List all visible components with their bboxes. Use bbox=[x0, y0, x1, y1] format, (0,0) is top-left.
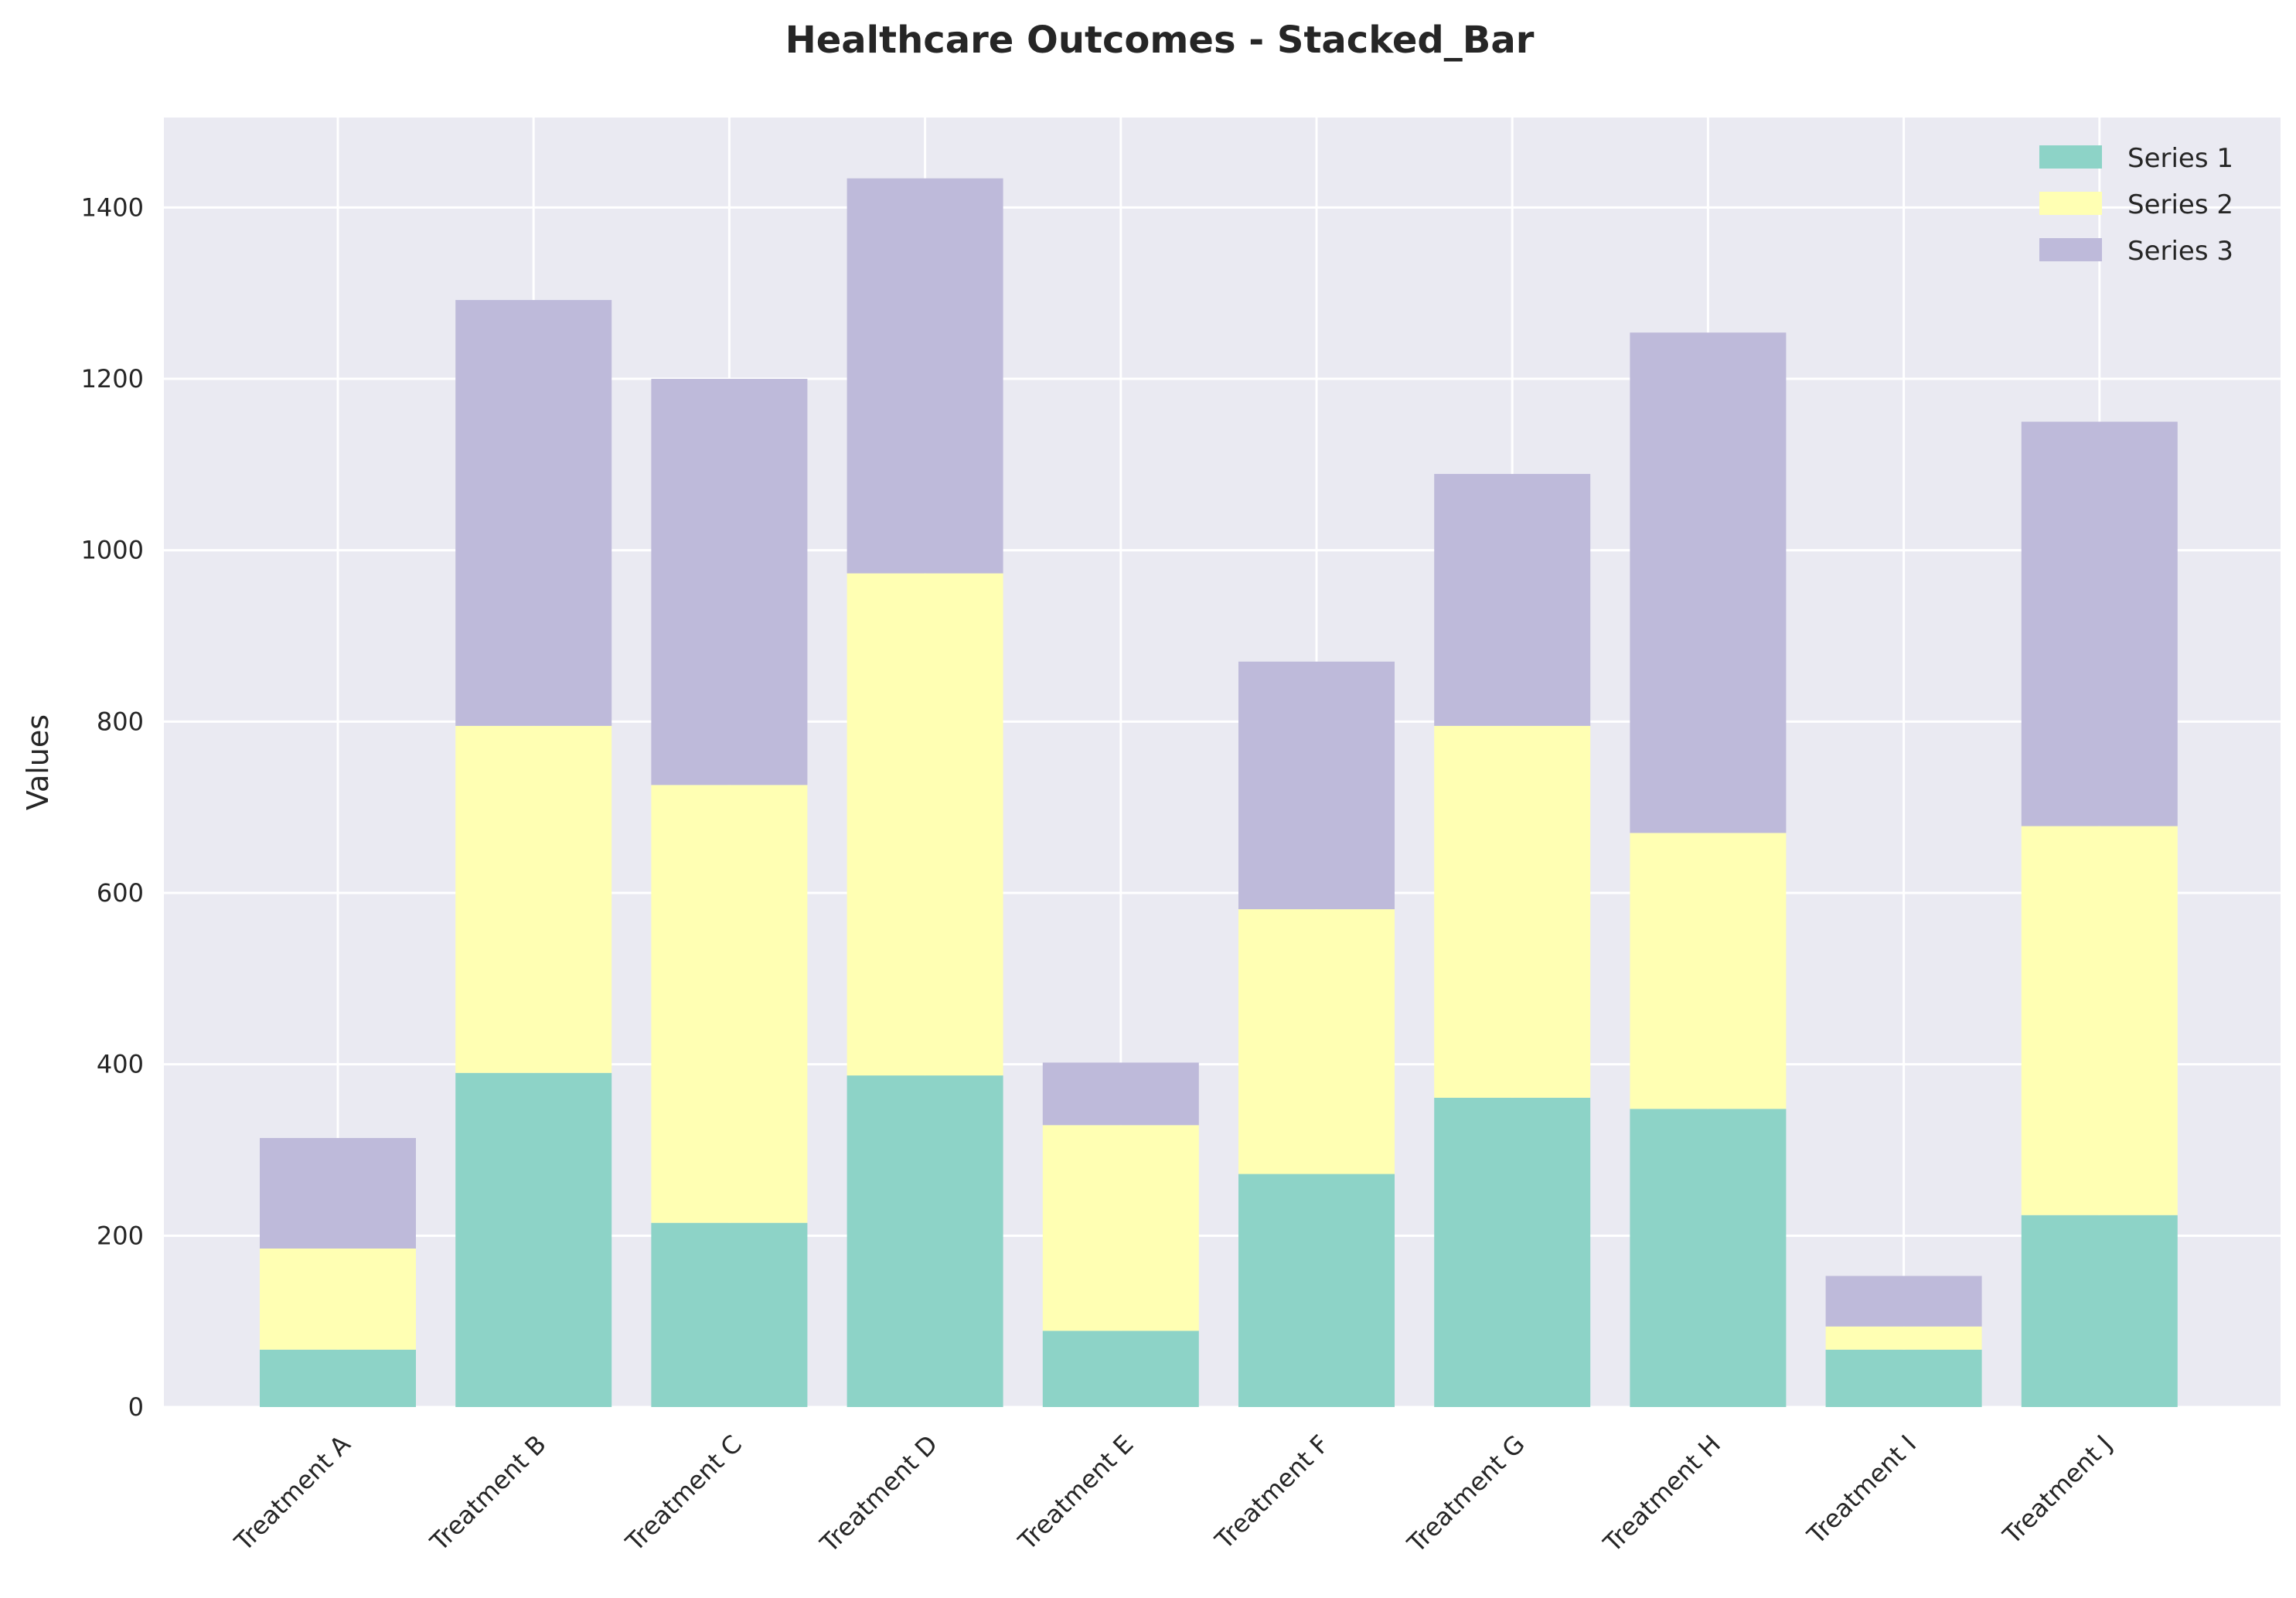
y-tick-label: 600 bbox=[97, 878, 144, 908]
y-axis-ticks: 0 200 400 600 800 1000 1200 1400 bbox=[81, 193, 144, 1422]
legend-swatch bbox=[2039, 192, 2102, 215]
bar-segment bbox=[1434, 725, 1591, 1098]
y-tick-label: 1400 bbox=[81, 193, 144, 222]
legend-swatch bbox=[2039, 145, 2102, 169]
legend-swatch bbox=[2039, 238, 2102, 261]
x-tick-label: Treatment F bbox=[1209, 1429, 1335, 1555]
bar-segment bbox=[847, 178, 1003, 574]
chart-title: Healthcare Outcomes - Stacked_Bar bbox=[785, 19, 1535, 62]
bar-segment bbox=[2021, 1215, 2178, 1407]
bar-segment bbox=[1042, 1331, 1199, 1407]
x-tick-label: Treatment D bbox=[814, 1429, 943, 1559]
bar-segment bbox=[651, 1222, 808, 1407]
bar-segment bbox=[1630, 332, 1787, 833]
bar-segment bbox=[651, 379, 808, 785]
bar-segment bbox=[1042, 1062, 1199, 1126]
bar-segment bbox=[1434, 474, 1591, 726]
bar-segment bbox=[2021, 421, 2178, 826]
bar-segment bbox=[260, 1248, 416, 1350]
bar-segment bbox=[1238, 909, 1395, 1174]
bar-segment bbox=[1630, 1109, 1787, 1407]
y-tick-label: 1000 bbox=[81, 536, 144, 565]
x-tick-label: Treatment E bbox=[1012, 1429, 1139, 1556]
legend-label: Series 3 bbox=[2127, 236, 2233, 267]
bar-segment bbox=[455, 300, 612, 726]
x-tick-label: Treatment J bbox=[1997, 1429, 2118, 1551]
y-tick-label: 400 bbox=[97, 1050, 144, 1079]
bar-segment bbox=[651, 785, 808, 1223]
y-tick-label: 0 bbox=[128, 1392, 144, 1422]
x-tick-label: Treatment C bbox=[619, 1429, 748, 1558]
bar-segment bbox=[1434, 1097, 1591, 1407]
y-tick-label: 200 bbox=[97, 1221, 144, 1250]
x-tick-label: Treatment B bbox=[424, 1429, 551, 1557]
x-tick-label: Treatment H bbox=[1597, 1429, 1726, 1559]
y-tick-label: 1200 bbox=[81, 364, 144, 394]
x-tick-label: Treatment I bbox=[1801, 1429, 1923, 1551]
bar-segment bbox=[455, 725, 612, 1073]
bar-segment bbox=[455, 1072, 612, 1407]
bar-segment bbox=[260, 1137, 416, 1249]
bar-segment bbox=[2021, 826, 2178, 1215]
bar-segment bbox=[847, 573, 1003, 1076]
bar-segment bbox=[260, 1349, 416, 1407]
legend-label: Series 1 bbox=[2127, 143, 2233, 174]
y-tick-label: 800 bbox=[97, 707, 144, 736]
legend-label: Series 2 bbox=[2127, 189, 2233, 220]
bar-segment bbox=[1630, 833, 1787, 1109]
bar-segment bbox=[1825, 1276, 1982, 1327]
legend: Series 1 Series 2 Series 3 bbox=[2039, 143, 2233, 267]
bar-segment bbox=[1825, 1349, 1982, 1407]
bar-segment bbox=[1238, 661, 1395, 910]
x-tick-label: Treatment A bbox=[228, 1429, 356, 1557]
bar-segment bbox=[1238, 1174, 1395, 1407]
bar-segment bbox=[847, 1075, 1003, 1407]
bars bbox=[260, 178, 2178, 1407]
y-axis-label: Values bbox=[21, 714, 55, 810]
bar-segment bbox=[1825, 1326, 1982, 1350]
bar-segment bbox=[1042, 1125, 1199, 1331]
x-axis-ticks: Treatment A Treatment B Treatment C Treatme… bbox=[228, 1429, 2117, 1559]
x-tick-label: Treatment G bbox=[1401, 1429, 1530, 1559]
